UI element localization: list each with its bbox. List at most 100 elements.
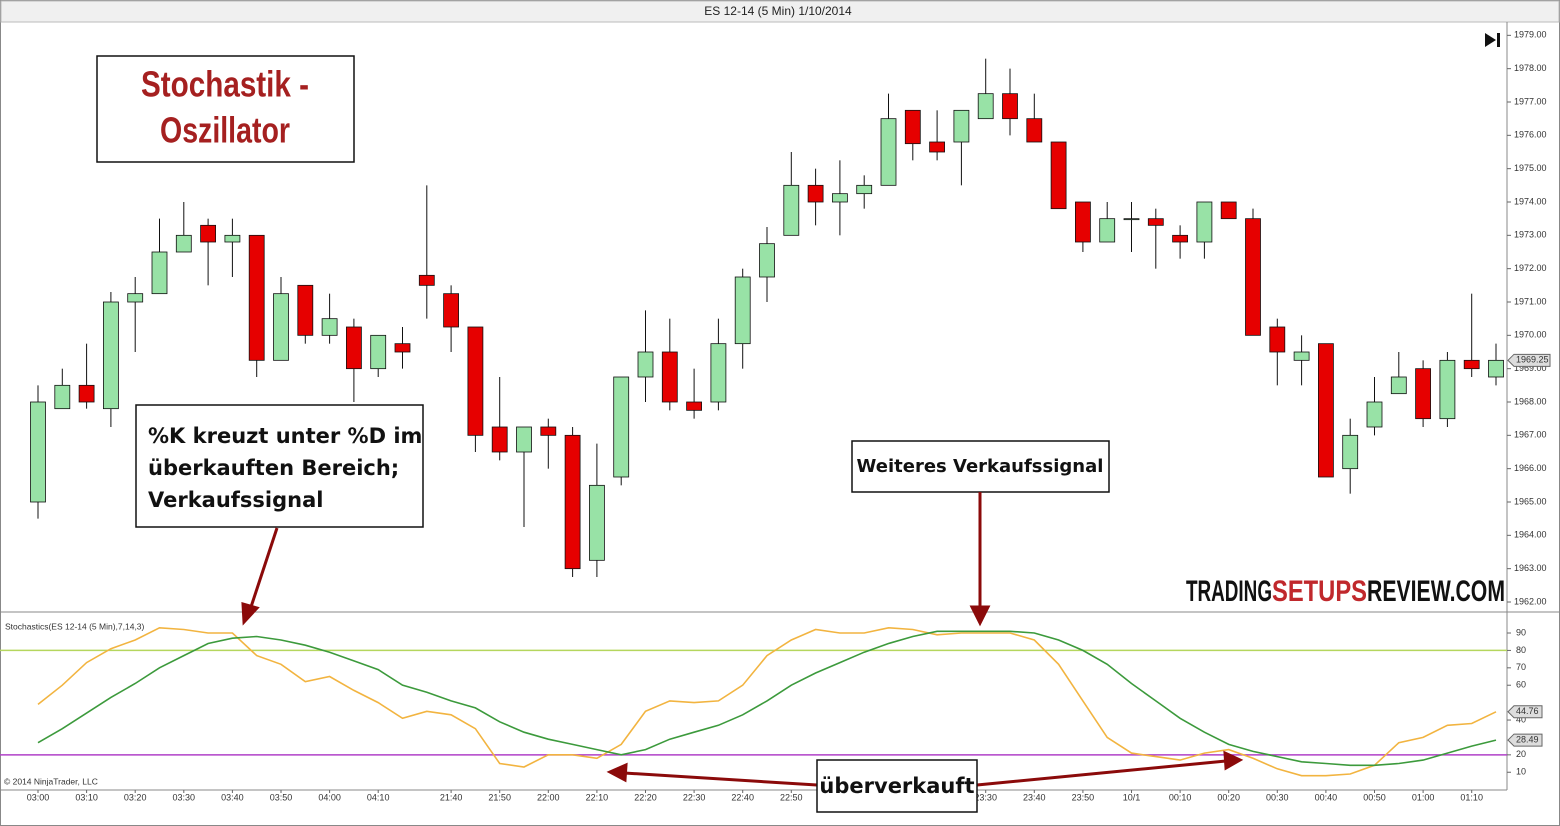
x-tick-label: 23:50	[1072, 792, 1095, 802]
y-tick-label: 1964.00	[1514, 530, 1547, 540]
candle-body	[661, 351, 678, 403]
candle-body	[856, 184, 873, 195]
x-tick-label: 00:20	[1217, 792, 1240, 802]
candle-body	[734, 276, 751, 345]
candle-body	[953, 109, 970, 143]
candle-body	[1463, 359, 1480, 370]
y-tick-label: 1972.00	[1514, 263, 1547, 273]
annotation-box	[851, 440, 1110, 493]
y-tick-label: 10	[1516, 767, 1526, 777]
y-tick-label: 1974.00	[1514, 196, 1547, 206]
candle-body	[516, 426, 532, 453]
watermark: TRADING	[1186, 575, 1272, 608]
last-value-marker	[1507, 705, 1543, 719]
candle-body	[1099, 218, 1116, 243]
y-tick-label: 1962.00	[1514, 596, 1547, 606]
watermark: SETUPS	[1272, 575, 1367, 608]
candle-body	[1026, 118, 1043, 143]
y-tick-label: 1966.00	[1514, 463, 1547, 473]
candle-body	[370, 334, 387, 370]
candle-body	[759, 243, 775, 278]
candle-body	[30, 401, 46, 503]
candle-body	[1075, 201, 1091, 243]
candle-body	[1147, 218, 1164, 226]
x-tick-label: 03:00	[27, 792, 50, 802]
candle-body	[1318, 343, 1334, 478]
candle-body	[200, 224, 217, 243]
candle-body	[1269, 326, 1286, 353]
last-value-label: 28.49	[1516, 734, 1539, 744]
annotation-text: überverkauft	[819, 774, 974, 798]
x-tick-label: 03:10	[75, 792, 98, 802]
stochastic-line	[37, 630, 1497, 767]
y-tick-label: 1969.00	[1514, 363, 1547, 373]
x-tick-label: 00:50	[1363, 792, 1386, 802]
y-tick-label: 1979.00	[1514, 30, 1547, 40]
last-price-marker	[1507, 353, 1551, 367]
candle-body	[175, 234, 192, 253]
candle-body	[1196, 201, 1213, 243]
candle-body	[78, 384, 95, 403]
x-tick-label: 03:30	[173, 792, 196, 802]
candle-body	[491, 426, 508, 453]
x-tick-label: 00:30	[1266, 792, 1289, 802]
candle-body	[321, 318, 338, 336]
x-tick-label: 04:00	[318, 792, 341, 802]
y-tick-label: 1978.00	[1514, 63, 1547, 73]
candle-body	[880, 118, 897, 186]
candle-body	[1390, 376, 1407, 395]
x-tick-label: 00:10	[1169, 792, 1192, 802]
candle-body	[564, 434, 581, 570]
x-tick-label: 10/1	[1123, 792, 1141, 802]
candle-body	[1293, 351, 1310, 361]
candle-body	[613, 376, 630, 478]
x-tick-label: 22:50	[780, 792, 803, 802]
candle-body	[297, 284, 314, 336]
watermark: REVIEW.COM	[1367, 575, 1505, 608]
candle-body	[1172, 234, 1188, 243]
candle-body	[1342, 434, 1359, 470]
annotation-text: %K kreuzt unter %D im	[148, 424, 422, 448]
annotation-text: Weiteres Verkaufssignal	[857, 456, 1104, 477]
y-tick-label: 1967.00	[1514, 430, 1547, 440]
x-tick-label: 23:40	[1023, 792, 1046, 802]
panel-title: Stochastics(ES 12-14 (5 Min),7,14,3)	[5, 621, 145, 631]
candle-body	[929, 141, 945, 153]
candle-body	[832, 193, 848, 203]
candle-body	[273, 293, 289, 361]
x-tick-label: 22:10	[586, 792, 609, 802]
candle-body	[1415, 368, 1431, 420]
candle-body	[1050, 141, 1067, 210]
heading-box	[96, 55, 355, 163]
last-value-label: 44.76	[1516, 706, 1539, 716]
candle-body	[1488, 359, 1504, 378]
y-tick-label: 20	[1516, 749, 1526, 759]
x-tick-label: 01:00	[1412, 792, 1435, 802]
x-tick-label: 22:30	[683, 792, 706, 802]
candle-body	[345, 326, 362, 370]
annotation-text: überkauften Bereich;	[148, 456, 399, 480]
candle-body	[1220, 201, 1237, 220]
x-tick-label: 22:00	[537, 792, 560, 802]
candle-body	[1439, 359, 1456, 420]
y-tick-label: 1973.00	[1514, 230, 1547, 240]
candle-body	[224, 234, 241, 243]
y-tick-label: 1977.00	[1514, 96, 1547, 106]
annotation-box	[816, 759, 978, 813]
x-tick-label: 03:40	[221, 792, 244, 802]
y-tick-label: 1968.00	[1514, 396, 1547, 406]
copyright: © 2014 NinjaTrader, LLC	[4, 776, 98, 786]
candle-body	[418, 274, 435, 286]
heading: Stochastik -	[141, 64, 309, 105]
last-value-marker	[1507, 733, 1543, 747]
candle-body	[1123, 218, 1140, 221]
play-icon[interactable]	[1485, 33, 1500, 47]
x-tick-label: 03:50	[270, 792, 293, 802]
y-tick-label: 1975.00	[1514, 163, 1547, 173]
candle-body	[589, 484, 605, 561]
candle-body	[103, 301, 119, 410]
arrows	[241, 492, 1244, 787]
y-tick-label: 1963.00	[1514, 563, 1547, 573]
x-tick-label: 00:40	[1315, 792, 1338, 802]
